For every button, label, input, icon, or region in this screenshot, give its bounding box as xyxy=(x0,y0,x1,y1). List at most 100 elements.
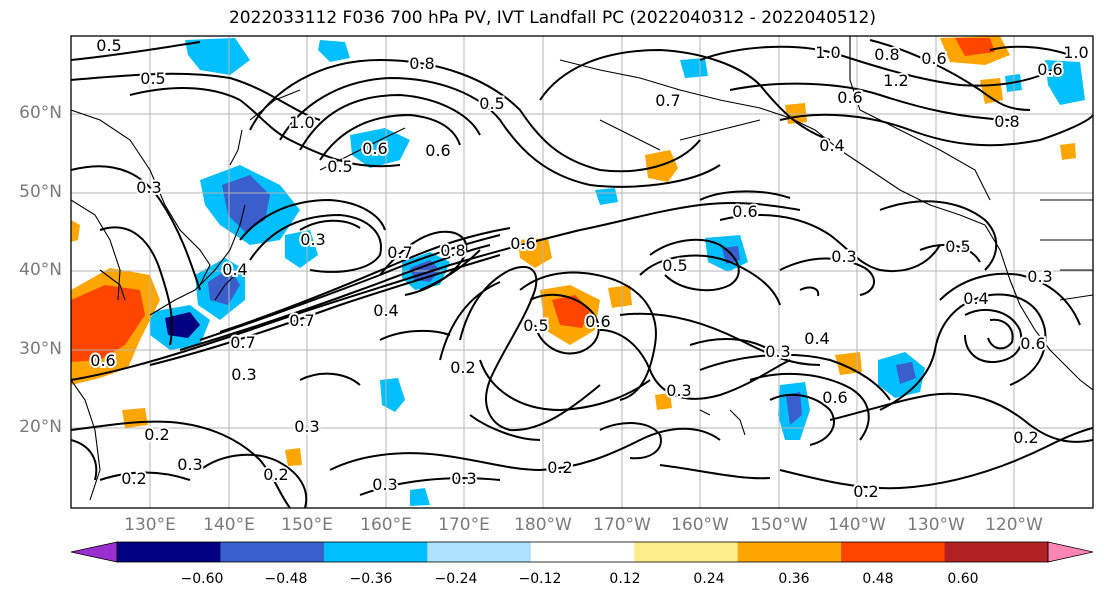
shade-blob xyxy=(680,58,708,78)
contour-label: 0.7 xyxy=(230,333,255,352)
lat-label: 50°N xyxy=(19,182,62,202)
shade-blob xyxy=(1060,143,1076,160)
lat-label: 40°N xyxy=(19,260,62,280)
contour-label: 1.0 xyxy=(1063,43,1088,62)
lon-label: 160°E xyxy=(360,515,412,535)
contour-label: 0.4 xyxy=(819,136,844,155)
pv-contours xyxy=(71,39,1093,508)
contour-label: 0.8 xyxy=(440,241,465,260)
lon-label: 130°E xyxy=(124,515,176,535)
colorbar-frame xyxy=(116,541,1049,563)
colorbar-segment xyxy=(117,542,221,562)
contour-label: 0.6 xyxy=(837,88,862,107)
lon-label: 130°W xyxy=(907,515,965,535)
shade-blob xyxy=(318,40,350,62)
contour-label-layer: 0.5 0.5 0.8 1.0 0.8 0.6 1.2 1.0 0.5 0.7 … xyxy=(88,34,1090,503)
shade-blob xyxy=(71,285,145,362)
colorbar-segment xyxy=(737,542,842,562)
colorbar-tick-label: −0.12 xyxy=(518,571,562,587)
shade-blob xyxy=(350,128,410,168)
contour-label: 1.0 xyxy=(289,113,314,132)
contour-label: 1.0 xyxy=(815,43,840,62)
colorbar-tick-label: −0.36 xyxy=(349,571,393,587)
shade-blob xyxy=(955,38,995,56)
contour-label: 0.5 xyxy=(662,256,687,275)
contour-label: 0.6 xyxy=(425,141,450,160)
lon-label: 160°W xyxy=(671,515,729,535)
shade-blob xyxy=(165,312,200,338)
colorbar-segment xyxy=(841,542,945,562)
contour-label: 0.6 xyxy=(822,388,847,407)
contour-label: 0.7 xyxy=(387,243,412,262)
contour-label: 0.5 xyxy=(479,94,504,113)
shade-blob xyxy=(185,38,250,75)
lon-label: 150°E xyxy=(281,515,333,535)
contour-label: 0.7 xyxy=(655,91,680,110)
colorbar-tick-label: 0.24 xyxy=(693,571,725,587)
colorbar-segment xyxy=(427,542,532,562)
colorbar-tick-label: 0.48 xyxy=(862,571,894,587)
lon-label: 170°W xyxy=(593,515,651,535)
contour-label: 0.6 xyxy=(1020,334,1045,353)
contour-label: 0.8 xyxy=(874,45,899,64)
shade-blob xyxy=(410,488,430,506)
shade-blob xyxy=(71,220,80,242)
shade-blob xyxy=(786,392,802,425)
contour-label: 0.3 xyxy=(136,178,161,197)
colorbar-tick-label: −0.24 xyxy=(434,571,478,587)
contour-label: 0.3 xyxy=(231,365,256,384)
colorbar-tick-label: 0.60 xyxy=(947,571,979,587)
contour-label: 0.3 xyxy=(294,417,319,436)
colorbar-tick-label: 0.12 xyxy=(609,571,641,587)
shade-blob xyxy=(608,285,632,308)
contour-label: 0.2 xyxy=(263,465,288,484)
contour-label: 0.2 xyxy=(144,425,169,444)
contour-label: 0.5 xyxy=(140,69,165,88)
shade-blob xyxy=(980,78,1003,104)
contour-label: 0.2 xyxy=(853,482,878,501)
shade-blob xyxy=(285,230,318,268)
shade-blob xyxy=(896,362,916,384)
contour-label: 0.2 xyxy=(121,469,146,488)
shade-blob xyxy=(380,378,405,412)
colorbar-extend-high xyxy=(1047,541,1094,563)
contour-label: 0.4 xyxy=(804,329,829,348)
contour-label: 0.3 xyxy=(300,230,325,249)
contour-label: 0.4 xyxy=(222,260,247,279)
contour-label: 0.5 xyxy=(945,237,970,256)
contour-label: 0.5 xyxy=(327,157,352,176)
colorbar-segment xyxy=(323,542,428,562)
colorbar-extend-low xyxy=(70,541,118,563)
contour-label: 0.6 xyxy=(510,234,535,253)
contour-label: 0.3 xyxy=(666,381,691,400)
colorbar-tick-label: −0.48 xyxy=(264,571,308,587)
contour-label: 0.7 xyxy=(289,311,314,330)
colorbar-segment xyxy=(220,542,325,562)
lon-label: 180°W xyxy=(514,515,572,535)
shade-blob xyxy=(1045,60,1085,105)
contour-label: 0.3 xyxy=(451,469,476,488)
contour-label: 0.2 xyxy=(1013,428,1038,447)
lat-label: 20°N xyxy=(19,417,62,437)
contour-label: 0.8 xyxy=(994,112,1019,131)
shade-blob xyxy=(222,175,270,232)
lon-label: 140°E xyxy=(203,515,255,535)
contour-label: 0.6 xyxy=(585,312,610,331)
contour-label: 0.6 xyxy=(921,49,946,68)
contour-label: 0.6 xyxy=(90,351,115,370)
shade-blob xyxy=(655,393,672,410)
contour-label: 0.6 xyxy=(1037,60,1062,79)
contour-label: 1.2 xyxy=(883,71,908,90)
shade-blob xyxy=(835,352,862,375)
lat-label: 30°N xyxy=(19,339,62,359)
contour-label: 0.6 xyxy=(362,139,387,158)
colorbar-tick-label: −0.60 xyxy=(180,571,224,587)
contour-label: 0.4 xyxy=(373,301,398,320)
map-frame xyxy=(70,35,1094,509)
lon-label: 140°W xyxy=(828,515,886,535)
contour-label: 0.8 xyxy=(409,54,434,73)
contour-label: 0.6 xyxy=(732,202,757,221)
contour-label: 0.3 xyxy=(1027,267,1052,286)
contour-label: 0.2 xyxy=(547,458,572,477)
